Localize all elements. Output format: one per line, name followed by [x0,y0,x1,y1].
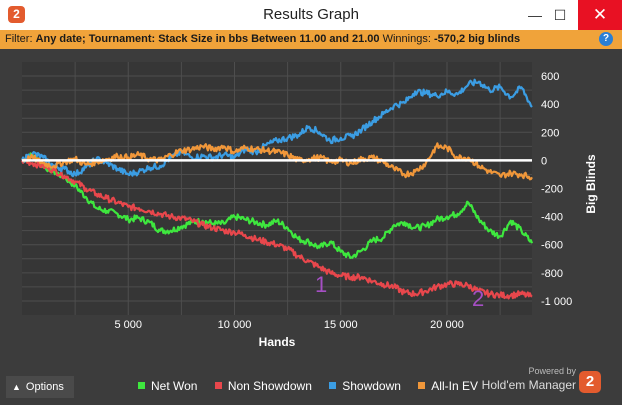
legend-item-showdown[interactable]: Showdown [329,376,401,396]
x-tick-label: 20 000 [430,319,464,331]
help-icon[interactable]: ? [599,32,613,46]
options-button[interactable]: ▲ Options [6,376,74,398]
y-tick-label: -1 000 [541,296,572,308]
y-tick-label: -200 [541,184,563,196]
legend-label: All-In EV [431,379,478,393]
y-tick-label: -600 [541,240,563,252]
caret-up-icon: ▲ [12,382,21,392]
legend-swatch [214,382,222,389]
series-line-all-in-ev [21,142,533,181]
x-axis-label: Hands [259,335,296,349]
winnings-value: -570,2 big blinds [433,33,521,45]
app-logo-icon: 2 [8,6,25,23]
series-lines [20,78,534,300]
legend-swatch [418,382,426,389]
hm2-logo-icon: 2 [579,371,601,393]
close-button[interactable]: ✕ [578,0,622,30]
powered-by-text: Powered by [528,366,576,376]
x-tick-label: 5 000 [114,319,142,331]
y-tick-label: 0 [541,155,547,167]
maximize-button[interactable]: ☐ [553,7,567,23]
series-line-non-showdown [21,157,533,300]
x-tick-labels: 5 000 10 000 15 000 20 000 [114,319,463,331]
legend-label: Showdown [342,379,401,393]
y-tick-label: -400 [541,212,563,224]
series-line-showdown [20,78,533,178]
x-tick-label: 15 000 [324,319,358,331]
annotation-mark-1: 1 [315,272,327,297]
y-axis-label: Big Blinds [584,154,598,214]
filter-prefix: Filter: [5,33,33,45]
title-bar[interactable]: 2 Results Graph — ☐ ✕ [0,0,622,30]
filter-text: Filter: Any date; Tournament: Stack Size… [5,30,520,49]
annotation-mark-2: 2 [472,286,484,311]
filter-bar[interactable]: Filter: Any date; Tournament: Stack Size… [0,30,622,49]
legend-item-net-won[interactable]: Net Won [138,376,197,396]
results-chart: 600 400 200 0 -200 -400 -600 -800 -1 000 5 000 10… [20,62,598,349]
y-tick-label: -800 [541,268,563,280]
series-line-net-won [21,152,534,259]
y-tick-labels: 600 400 200 0 -200 -400 -600 -800 -1 000 [541,71,572,308]
legend-item-all-in-ev[interactable]: All-In EV [418,376,478,396]
winnings-label: Winnings: [382,33,431,45]
legend-label: Net Won [151,379,198,393]
legend-label: Non Showdown [227,379,312,393]
y-tick-label: 600 [541,71,559,83]
filter-criteria: Any date; Tournament: Stack Size in bbs … [35,33,380,45]
options-label: Options [25,381,64,393]
y-tick-label: 400 [541,99,559,111]
window-title: Results Graph [263,6,359,23]
x-tick-label: 10 000 [218,319,252,331]
legend-item-non-showdown[interactable]: Non Showdown [214,376,312,396]
legend-swatch [329,382,337,389]
chart-legend: Net Won Non Showdown Showdown All-In EV [138,376,492,396]
brand-name: Hold'em Manager [481,378,576,392]
y-tick-label: 200 [541,127,559,139]
legend-swatch [138,382,145,389]
minimize-button[interactable]: — [528,7,542,23]
